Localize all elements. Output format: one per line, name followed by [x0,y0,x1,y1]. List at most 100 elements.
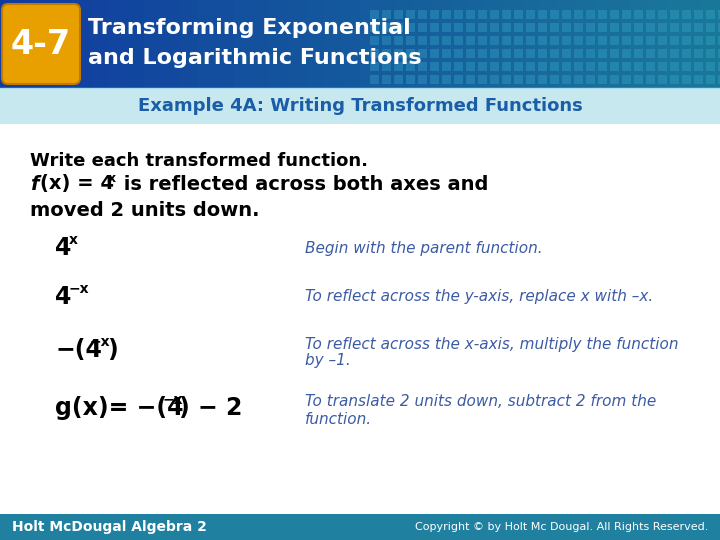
Bar [514,62,523,71]
Bar [0,514,720,540]
Bar [442,75,451,84]
Bar [694,36,703,45]
Bar [442,36,451,45]
Bar [522,0,541,88]
Bar [406,10,415,19]
Bar [406,23,415,32]
Bar [718,23,720,32]
Bar [502,49,511,58]
Text: Copyright © by Holt Mc Dougal. All Rights Reserved.: Copyright © by Holt Mc Dougal. All Right… [415,522,708,532]
Bar [370,62,379,71]
Bar [360,0,379,88]
Bar [430,75,439,84]
Text: Transforming Exponential: Transforming Exponential [88,18,410,38]
Bar [394,75,403,84]
Bar [526,62,535,71]
Bar [598,62,607,71]
Bar [610,10,619,19]
Text: 4: 4 [55,285,71,309]
Bar [610,49,619,58]
Bar [682,75,691,84]
Bar [562,10,571,19]
Bar [612,0,631,88]
Bar [430,49,439,58]
Bar [198,0,217,88]
Bar [622,62,631,71]
Bar [72,0,91,88]
Bar [486,0,505,88]
Text: moved 2 units down.: moved 2 units down. [30,200,259,219]
Bar [466,36,475,45]
Bar [598,75,607,84]
Bar [466,49,475,58]
Bar [490,23,499,32]
Bar [382,10,391,19]
Bar [418,10,427,19]
Bar [538,49,547,58]
Bar [670,36,679,45]
Bar [718,62,720,71]
Bar [670,10,679,19]
Bar [622,10,631,19]
Text: ) − 2: ) − 2 [179,396,243,420]
Text: Begin with the parent function.: Begin with the parent function. [305,240,543,255]
Bar [394,36,403,45]
Bar [706,23,715,32]
Text: To reflect across the x-axis, multiply the function: To reflect across the x-axis, multiply t… [305,336,678,352]
Bar [538,62,547,71]
Bar [432,0,451,88]
Bar [478,10,487,19]
Bar [514,10,523,19]
Bar [558,0,577,88]
Bar [598,23,607,32]
Bar [502,62,511,71]
Bar [684,0,703,88]
Bar [718,49,720,58]
Bar [586,10,595,19]
Text: and Logarithmic Functions: and Logarithmic Functions [88,48,422,68]
Bar [394,23,403,32]
Bar [646,49,655,58]
Bar [682,36,691,45]
Bar [478,62,487,71]
Bar [526,75,535,84]
Bar [514,23,523,32]
Bar [514,49,523,58]
Bar [634,23,643,32]
Bar [442,23,451,32]
Bar [586,62,595,71]
Bar [454,75,463,84]
Bar [598,36,607,45]
Bar [466,10,475,19]
Bar [682,23,691,32]
Bar [466,75,475,84]
Bar [382,23,391,32]
Bar [540,0,559,88]
Bar [502,10,511,19]
Bar [90,0,109,88]
Bar [406,75,415,84]
Bar [478,49,487,58]
Bar [0,0,19,88]
Bar [382,49,391,58]
Bar [378,0,397,88]
Bar [634,10,643,19]
Text: Write each transformed function.: Write each transformed function. [30,152,368,170]
Bar [234,0,253,88]
Bar [574,75,583,84]
Bar [706,49,715,58]
Bar [478,75,487,84]
FancyBboxPatch shape [2,4,80,84]
Bar [478,36,487,45]
Bar [394,49,403,58]
Bar [526,10,535,19]
Bar [658,62,667,71]
Bar [646,23,655,32]
Text: function.: function. [305,411,372,427]
Bar [490,10,499,19]
Bar [538,36,547,45]
Bar [54,0,73,88]
Bar [18,0,37,88]
Bar [454,36,463,45]
Bar [694,10,703,19]
